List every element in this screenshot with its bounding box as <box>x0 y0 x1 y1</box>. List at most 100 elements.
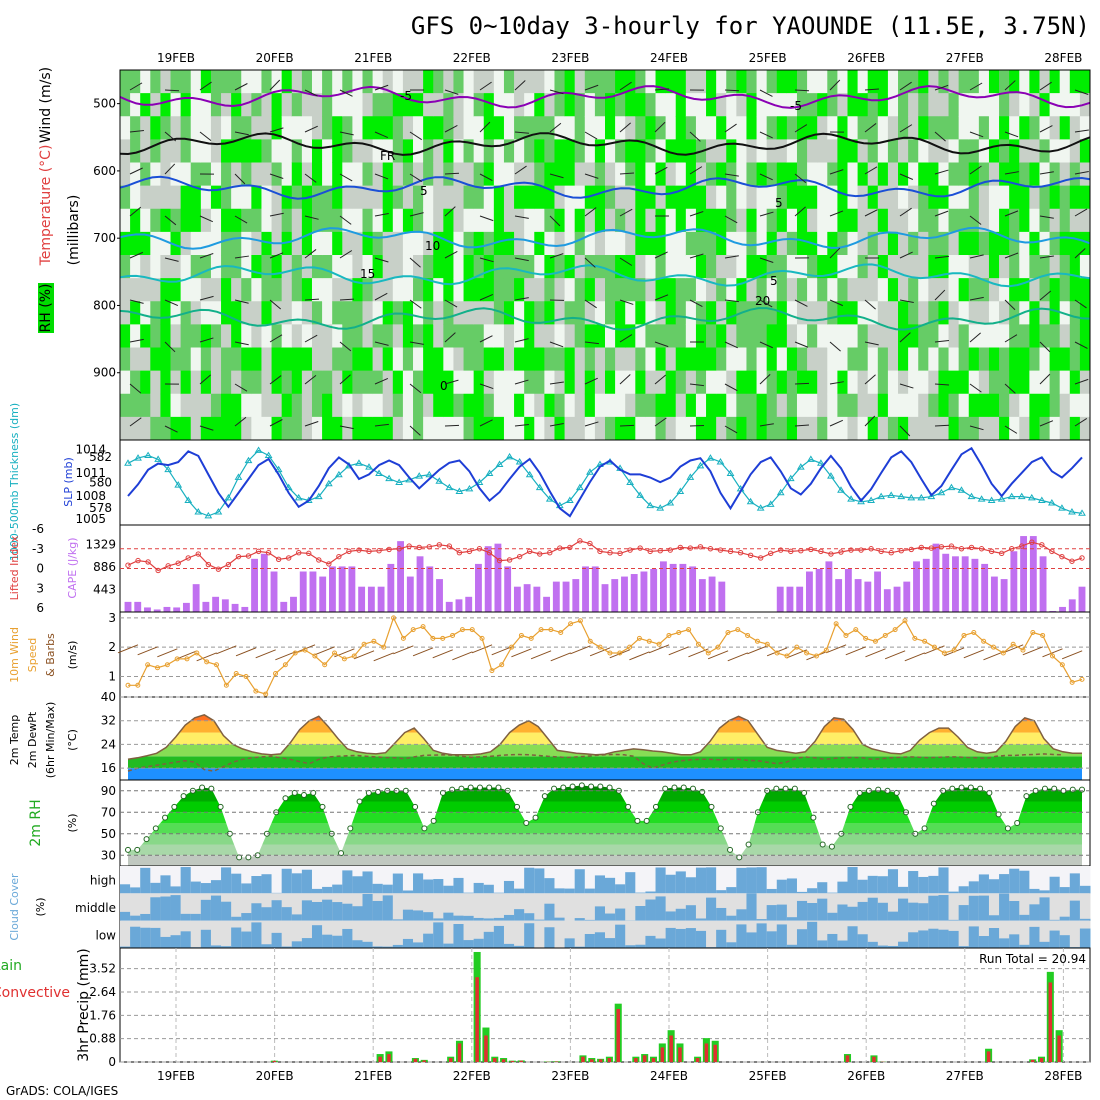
rh-cell <box>1009 93 1020 117</box>
rh-cell <box>746 70 758 94</box>
rh-cell <box>392 139 404 163</box>
y-axis-label: (%) <box>66 813 79 832</box>
wind-barb <box>304 215 319 220</box>
cloud-fill <box>988 879 1000 894</box>
thickness-point <box>465 484 474 492</box>
rh-cell <box>524 278 535 302</box>
cloud-clear <box>120 893 131 921</box>
rh-cell <box>392 324 404 348</box>
cape-bar <box>572 579 580 612</box>
rh-cell <box>140 301 151 325</box>
lifted-index-point <box>245 553 252 559</box>
rh-cell <box>817 116 828 140</box>
cloud-fill <box>241 883 252 894</box>
cloud-fill <box>221 867 232 894</box>
wind-barb <box>829 79 841 91</box>
wind-barb <box>275 651 296 661</box>
cloud-fill <box>402 890 414 894</box>
rh-cell <box>130 347 141 372</box>
wind-speed-point <box>233 671 239 677</box>
cloud-fill <box>261 907 273 921</box>
rh-cell <box>746 139 758 163</box>
rh-cell <box>281 324 293 348</box>
rh-cell <box>402 116 414 140</box>
rh-cell <box>867 93 879 117</box>
rh-cell <box>463 301 475 325</box>
rh-cell <box>584 162 596 187</box>
rh-cell <box>867 393 879 418</box>
rh-cell <box>716 347 727 372</box>
thickness-point <box>365 463 373 470</box>
wind-speed-point <box>617 650 623 656</box>
cloud-fill <box>180 867 192 894</box>
rh-cell <box>574 208 586 233</box>
rh-cell <box>402 255 414 279</box>
rh-cell <box>453 231 465 256</box>
rh-cell <box>615 370 626 395</box>
rh-cell <box>503 255 515 279</box>
cloud-fill <box>291 873 303 894</box>
rh-cell <box>564 162 576 187</box>
rh-cell <box>887 255 899 279</box>
rh-cell <box>514 162 525 187</box>
precip-convective-bar <box>598 1059 603 1062</box>
thickness-point <box>194 508 203 515</box>
thickness-point <box>505 452 514 460</box>
rh-cell <box>988 162 1000 187</box>
rh-cell <box>372 231 384 256</box>
rh-cell <box>261 370 273 395</box>
rh-cell <box>695 347 707 372</box>
rh-cell <box>160 416 172 441</box>
rh-cell <box>928 370 939 395</box>
wind-barb <box>794 173 807 184</box>
cloud-fill <box>898 886 909 894</box>
rh-cell <box>524 70 535 94</box>
cloud-clear <box>605 920 616 948</box>
rh-band <box>128 812 1082 823</box>
wind-speed-point <box>695 641 701 647</box>
rh-cell <box>281 139 293 163</box>
rh-cell <box>423 347 434 372</box>
thickness-point <box>385 474 393 482</box>
rh-cell <box>362 255 374 279</box>
rh-cell <box>382 116 394 140</box>
cloud-clear <box>473 920 485 948</box>
rh-cell <box>978 393 990 418</box>
cloud-fill <box>807 902 818 921</box>
wind-speed-point <box>1000 650 1006 656</box>
rh-cell <box>271 208 283 233</box>
rh-point <box>291 789 298 796</box>
rh-cell <box>554 324 566 348</box>
cloud-fill <box>190 913 202 921</box>
rh-cell <box>564 139 576 163</box>
cloud-fill <box>675 871 687 894</box>
rh-cell <box>423 231 434 256</box>
rh-cell <box>968 255 980 279</box>
rh-cell <box>261 93 273 117</box>
cloud-clear <box>665 893 677 921</box>
rh-cell <box>130 70 141 94</box>
rh-band <box>128 833 1082 845</box>
dewpoint-label: 2m DewPt <box>26 711 39 768</box>
thickness-point <box>1058 504 1066 511</box>
rh-cell <box>453 70 465 94</box>
x-tick-label-top: 24FEB <box>650 51 688 65</box>
rh-cell <box>1049 70 1061 94</box>
lifted-index-point <box>366 548 372 555</box>
rh-cell <box>180 278 192 302</box>
cloud-fill <box>756 923 768 948</box>
rh-cell <box>231 370 242 395</box>
rh-cell <box>281 255 293 279</box>
rh-cell <box>493 278 505 302</box>
rh-cell <box>786 231 798 256</box>
lifted-index-point <box>677 544 684 551</box>
run-total: Run Total = 20.94 <box>979 952 1086 966</box>
cloud-clear <box>968 866 980 894</box>
rh-cell <box>382 231 394 256</box>
rh-cell <box>635 162 646 187</box>
rh-cell <box>372 208 384 233</box>
wind-speed-point <box>577 618 583 624</box>
rh-cell <box>251 278 262 302</box>
rh-cell <box>200 301 212 325</box>
